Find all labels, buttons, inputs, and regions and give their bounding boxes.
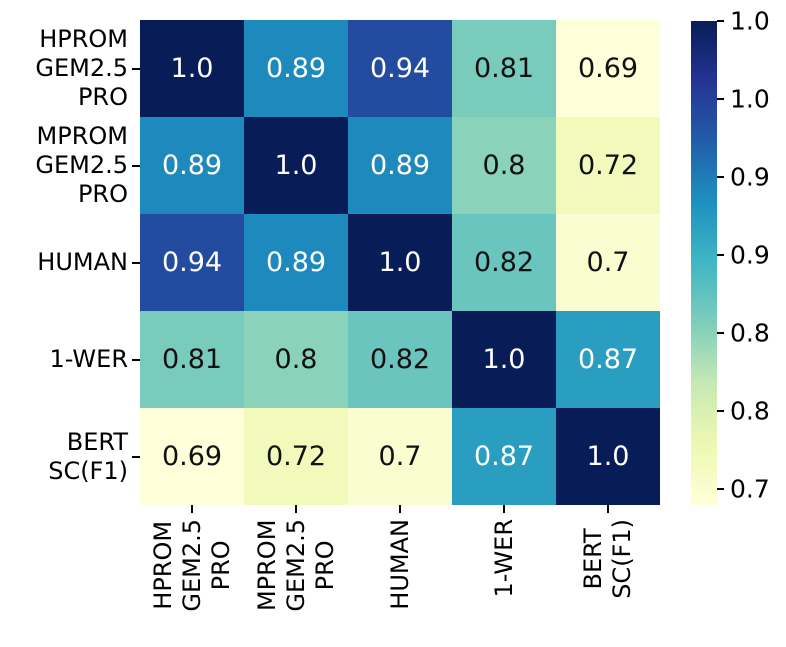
y-axis-tick	[132, 455, 140, 458]
heatmap-cell: 0.8	[244, 311, 348, 408]
colorbar-tick	[717, 332, 724, 335]
x-axis-label-text: BERT SC(F1)	[579, 519, 636, 599]
y-axis-tick	[132, 67, 140, 70]
x-axis-label: BERT SC(F1)	[506, 519, 710, 647]
heatmap-cell: 0.72	[556, 117, 660, 214]
x-axis-tick	[503, 505, 505, 513]
colorbar-tick-label: 0.7	[730, 474, 770, 504]
heatmap-cell: 0.82	[348, 311, 452, 408]
heatmap-cell: 0.94	[348, 20, 452, 117]
y-axis-label: MPROM GEM2.5 PRO	[35, 122, 128, 208]
colorbar-tick-label: 1.0	[730, 84, 770, 114]
y-axis-label: 1-WER	[49, 345, 128, 373]
y-axis-label: BERT SC(F1)	[48, 427, 128, 485]
colorbar-tick-label: 0.9	[730, 240, 770, 270]
heatmap-cell: 1.0	[140, 20, 244, 117]
heatmap-cell: 0.89	[244, 20, 348, 117]
heatmap-cell: 0.94	[140, 214, 244, 311]
colorbar	[691, 21, 717, 505]
x-axis-tick	[399, 505, 401, 513]
y-axis-label: HPROM GEM2.5 PRO	[35, 25, 128, 111]
colorbar-tick	[717, 98, 724, 101]
x-axis-tick	[295, 505, 297, 513]
colorbar-tick-label: 0.8	[730, 318, 770, 348]
heatmap-cell: 0.81	[140, 311, 244, 408]
heatmap-cell: 0.89	[140, 117, 244, 214]
y-axis-tick	[132, 261, 140, 264]
colorbar-tick	[717, 254, 724, 257]
colorbar-tick-label: 0.8	[730, 396, 770, 426]
heatmap-cell: 1.0	[556, 408, 660, 505]
heatmap-grid: 1.0 0.89 0.94 0.81 0.69 0.89 1.0 0.89 0.8 0.72 0.9…	[140, 20, 660, 505]
colorbar-tick	[717, 488, 724, 491]
heatmap-cell: 0.89	[348, 117, 452, 214]
x-axis-tick	[191, 505, 193, 513]
heatmap-cell: 0.69	[140, 408, 244, 505]
heatmap-cell: 0.87	[556, 311, 660, 408]
heatmap-cell: 1.0	[348, 214, 452, 311]
colorbar-tick-label: 0.9	[730, 162, 770, 192]
x-axis-tick	[607, 505, 609, 513]
heatmap-cell: 0.7	[556, 214, 660, 311]
heatmap-cell: 0.69	[556, 20, 660, 117]
heatmap-cell: 0.89	[244, 214, 348, 311]
heatmap-cell: 0.8	[452, 117, 556, 214]
colorbar-tick	[717, 20, 724, 22]
heatmap-cell: 1.0	[452, 311, 556, 408]
heatmap-cell: 0.82	[452, 214, 556, 311]
colorbar-tick-label: 1.0	[730, 6, 770, 36]
colorbar-tick	[717, 410, 724, 413]
heatmap-cell: 1.0	[244, 117, 348, 214]
y-axis-tick	[132, 164, 140, 167]
heatmap-cell: 0.72	[244, 408, 348, 505]
colorbar-tick	[717, 176, 724, 179]
y-axis-label: HUMAN	[37, 248, 128, 276]
heatmap-cell: 0.7	[348, 408, 452, 505]
heatmap-cell: 0.87	[452, 408, 556, 505]
heatmap-cell: 0.81	[452, 20, 556, 117]
y-axis-tick	[132, 358, 140, 361]
